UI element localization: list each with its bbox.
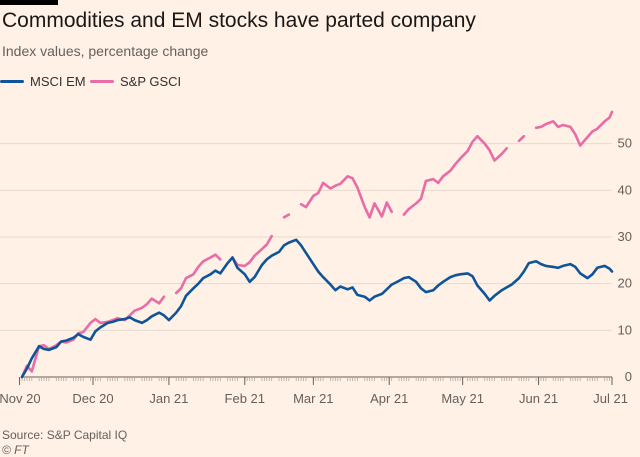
x-tick-label-may-21: May 21: [441, 391, 484, 406]
series-line-s-p-gsci: [20, 110, 614, 379]
gridlines: [0, 143, 612, 331]
x-tick-label-feb-21: Feb 21: [225, 391, 265, 406]
x-tick-label-jul-21: Jul 21: [593, 391, 628, 406]
series-line-msci-em: [20, 238, 614, 379]
y-tick-label-20: 20: [618, 276, 632, 291]
legend-swatch-msci-em: [0, 80, 24, 83]
legend-item-msci-em: MSCI EM: [0, 74, 86, 89]
x-tick-label-jan-21: Jan 21: [149, 391, 188, 406]
legend-item-sp-gsci: S&P GSCI: [90, 74, 181, 89]
legend-label-msci-em: MSCI EM: [30, 74, 86, 89]
x-tick-label-apr-21: Apr 21: [370, 391, 408, 406]
y-tick-label-0: 0: [625, 369, 632, 384]
legend-swatch-sp-gsci: [90, 80, 114, 83]
x-tick-label-dec-20: Dec 20: [72, 391, 113, 406]
line-chart: 0 10 20 30 40 50 Nov 20 Dec 20 Jan 21 Feb 21 Mar …: [0, 110, 632, 406]
y-tick-label-10: 10: [618, 322, 632, 337]
ft-credit: © FT: [2, 443, 29, 457]
y-tick-label-30: 30: [618, 229, 632, 244]
chart-title: Commodities and EM stocks have parted co…: [2, 9, 476, 32]
legend-label-sp-gsci: S&P GSCI: [120, 74, 182, 89]
chart-subtitle: Index values, percentage change: [2, 43, 209, 59]
y-tick-label-40: 40: [618, 182, 632, 197]
series-lines: [20, 110, 614, 379]
ft-brand-bar: [0, 0, 58, 5]
source-note: Source: S&P Capital IQ: [2, 428, 128, 442]
x-axis: Nov 20 Dec 20 Jan 21 Feb 21 Mar 21 Apr 21 May …: [0, 376, 628, 406]
y-axis-labels: 0 10 20 30 40 50: [618, 136, 632, 384]
x-tick-label-mar-21: Mar 21: [293, 391, 333, 406]
x-tick-label-jun-21: Jun 21: [519, 391, 558, 406]
x-tick-label-nov-20: Nov 20: [0, 391, 41, 406]
y-tick-label-50: 50: [618, 136, 632, 151]
